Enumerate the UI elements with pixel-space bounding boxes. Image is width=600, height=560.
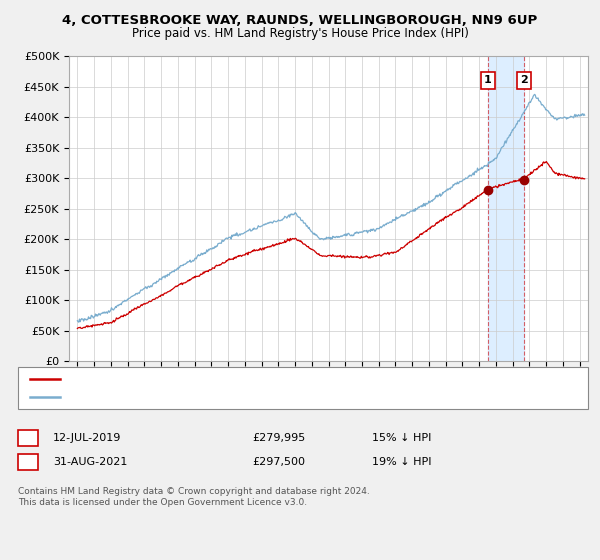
Text: 31-AUG-2021: 31-AUG-2021 (53, 457, 127, 467)
Text: HPI: Average price, detached house, North Northamptonshire: HPI: Average price, detached house, Nort… (66, 392, 372, 402)
Text: 2: 2 (24, 455, 32, 469)
Text: Contains HM Land Registry data © Crown copyright and database right 2024.
This d: Contains HM Land Registry data © Crown c… (18, 487, 370, 507)
Text: £279,995: £279,995 (252, 433, 305, 443)
Text: Price paid vs. HM Land Registry's House Price Index (HPI): Price paid vs. HM Land Registry's House … (131, 27, 469, 40)
Text: 1: 1 (484, 76, 492, 86)
Text: 1: 1 (24, 431, 32, 445)
Text: 15% ↓ HPI: 15% ↓ HPI (372, 433, 431, 443)
Bar (488, 56, 524, 361)
Text: £297,500: £297,500 (252, 457, 305, 467)
Text: 4, COTTESBROOKE WAY, RAUNDS, WELLINGBOROUGH, NN9 6UP (detached house): 4, COTTESBROOKE WAY, RAUNDS, WELLINGBORO… (66, 374, 478, 384)
Text: 2: 2 (520, 76, 527, 86)
Text: 12-JUL-2019: 12-JUL-2019 (53, 433, 121, 443)
Text: 19% ↓ HPI: 19% ↓ HPI (372, 457, 431, 467)
Text: 4, COTTESBROOKE WAY, RAUNDS, WELLINGBOROUGH, NN9 6UP: 4, COTTESBROOKE WAY, RAUNDS, WELLINGBORO… (62, 14, 538, 27)
